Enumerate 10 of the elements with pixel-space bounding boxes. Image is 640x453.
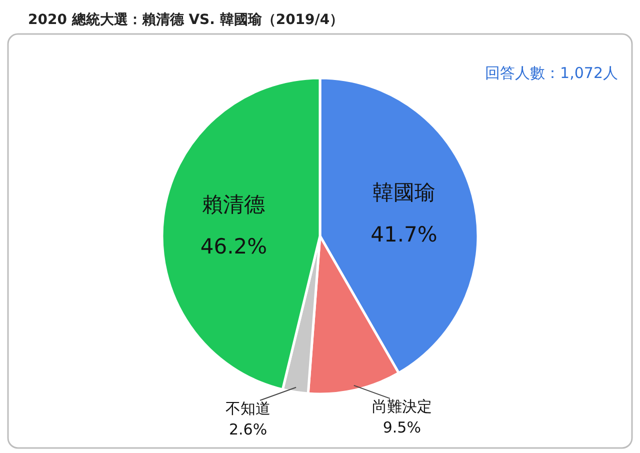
slice-label: 韓國瑜 bbox=[372, 180, 436, 205]
data-label: 41.7% bbox=[370, 222, 438, 247]
slice-label: 尚難決定 bbox=[372, 397, 432, 416]
data-label: 2.6% bbox=[228, 420, 268, 438]
data-label: 46.2% bbox=[200, 234, 268, 259]
text: 回答人數：1,072人 bbox=[485, 64, 618, 82]
slice-label: 不知道 bbox=[226, 399, 271, 418]
chart-title: 2020 總統大選：賴清德 VS. 韓國瑜（2019/4） bbox=[28, 12, 344, 28]
data-label: 9.5% bbox=[382, 418, 421, 436]
slice-label: 賴清德 bbox=[202, 192, 266, 217]
